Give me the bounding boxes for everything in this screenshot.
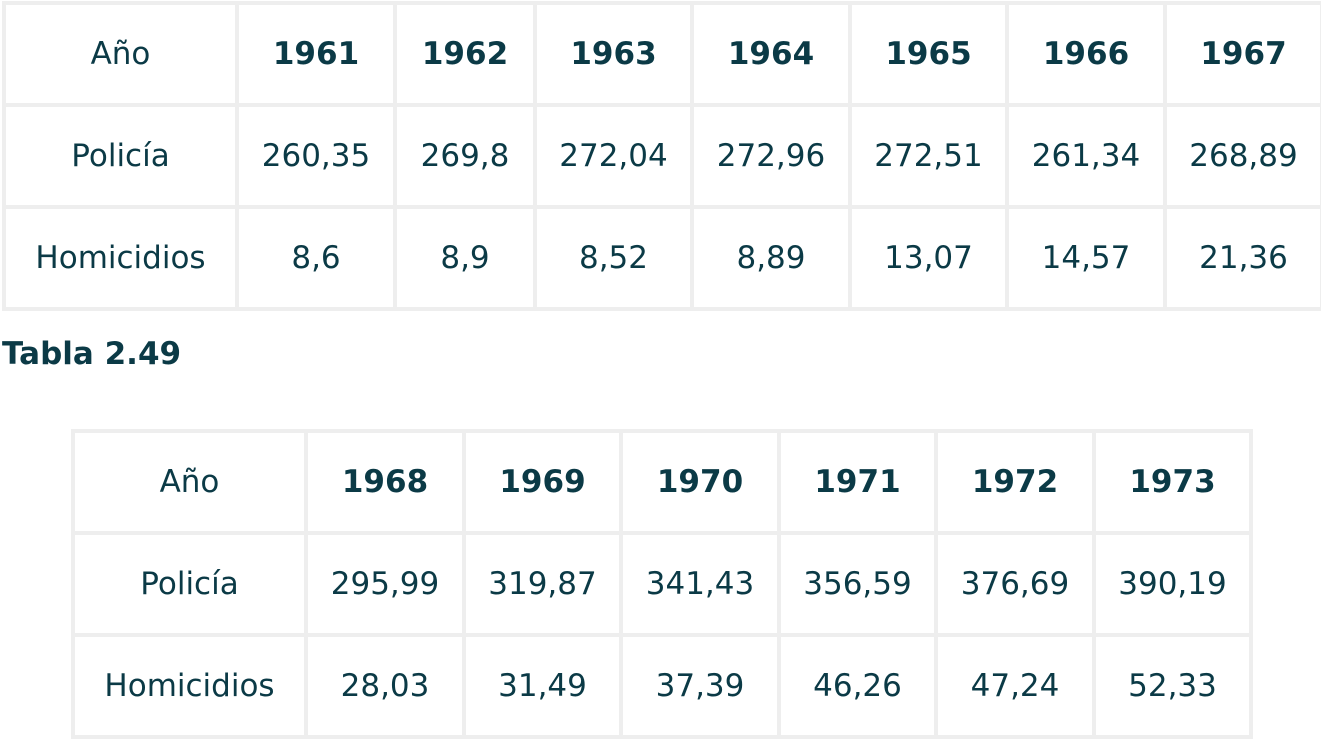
table-row-homicidios: Homicidios 8,6 8,9 8,52 8,89 13,07 14,57… (2, 205, 1321, 311)
year-cell: 1970 (619, 429, 781, 535)
value-cell: 390,19 (1092, 531, 1253, 637)
value-cell: 46,26 (777, 633, 938, 739)
year-cell: 1961 (235, 1, 397, 107)
value-cell: 272,04 (533, 103, 694, 209)
value-cell: 260,35 (235, 103, 397, 209)
value-cell: 52,33 (1092, 633, 1253, 739)
value-cell: 341,43 (619, 531, 781, 637)
value-cell: 31,49 (462, 633, 623, 739)
row-label-cell: Policía (2, 103, 239, 209)
value-cell: 47,24 (934, 633, 1096, 739)
year-cell: 1962 (393, 1, 537, 107)
value-cell: 28,03 (304, 633, 466, 739)
year-cell: 1963 (533, 1, 694, 107)
value-cell: 8,9 (393, 205, 537, 311)
value-cell: 272,96 (690, 103, 852, 209)
value-cell: 356,59 (777, 531, 938, 637)
year-cell: 1964 (690, 1, 852, 107)
value-cell: 8,89 (690, 205, 852, 311)
table-row-policia: Policía 260,35 269,8 272,04 272,96 272,5… (2, 103, 1321, 209)
value-cell: 319,87 (462, 531, 623, 637)
table-header-row: Año 1968 1969 1970 1971 1972 1973 (71, 429, 1253, 535)
value-cell: 295,99 (304, 531, 466, 637)
value-cell: 8,52 (533, 205, 694, 311)
year-cell: 1973 (1092, 429, 1253, 535)
header-label-cell: Año (71, 429, 308, 535)
value-cell: 269,8 (393, 103, 537, 209)
value-cell: 37,39 (619, 633, 781, 739)
year-cell: 1967 (1163, 1, 1321, 107)
value-cell: 8,6 (235, 205, 397, 311)
table-row-policia: Policía 295,99 319,87 341,43 356,59 376,… (71, 531, 1253, 637)
table-caption: Tabla 2.49 (2, 336, 182, 372)
row-label-cell: Homicidios (2, 205, 239, 311)
year-cell: 1968 (304, 429, 466, 535)
year-cell: 1965 (848, 1, 1009, 107)
table-row-homicidios: Homicidios 28,03 31,49 37,39 46,26 47,24… (71, 633, 1253, 739)
year-cell: 1972 (934, 429, 1096, 535)
year-cell: 1971 (777, 429, 938, 535)
value-cell: 376,69 (934, 531, 1096, 637)
value-cell: 272,51 (848, 103, 1009, 209)
year-cell: 1969 (462, 429, 623, 535)
value-cell: 13,07 (848, 205, 1009, 311)
value-cell: 261,34 (1005, 103, 1167, 209)
year-cell: 1966 (1005, 1, 1167, 107)
row-label-cell: Policía (71, 531, 308, 637)
value-cell: 14,57 (1005, 205, 1167, 311)
value-cell: 268,89 (1163, 103, 1321, 209)
data-table-1961-1967: Año 1961 1962 1963 1964 1965 1966 1967 P… (2, 1, 1321, 311)
data-table-1968-1973: Año 1968 1969 1970 1971 1972 1973 Policí… (71, 429, 1253, 739)
value-cell: 21,36 (1163, 205, 1321, 311)
header-label-cell: Año (2, 1, 239, 107)
table-header-row: Año 1961 1962 1963 1964 1965 1966 1967 (2, 1, 1321, 107)
row-label-cell: Homicidios (71, 633, 308, 739)
